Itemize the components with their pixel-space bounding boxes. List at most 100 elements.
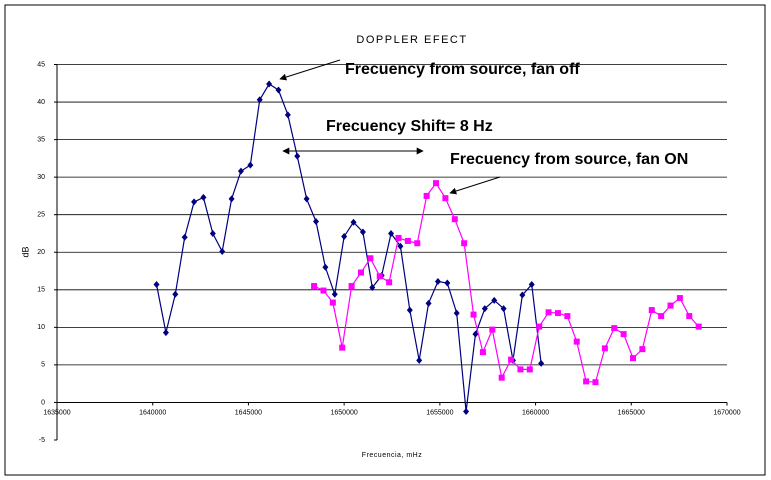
marker [350, 218, 357, 226]
marker [200, 193, 207, 201]
marker [433, 180, 440, 187]
marker [404, 237, 411, 244]
marker [303, 195, 310, 203]
x-tick-label: 1670000 [713, 409, 740, 416]
marker [313, 217, 320, 225]
marker [414, 240, 421, 247]
marker [564, 313, 571, 320]
marker [331, 290, 338, 298]
y-tick-label: -5 [39, 437, 45, 444]
x-tick-label: 1640000 [139, 409, 166, 416]
marker [341, 232, 348, 240]
marker [256, 96, 263, 104]
y-tick-label: 25 [37, 212, 45, 219]
marker [500, 305, 507, 313]
marker [620, 331, 627, 338]
marker [172, 290, 179, 298]
y-tick-label: 40 [37, 99, 45, 106]
marker [648, 307, 655, 314]
y-tick-label: 10 [37, 324, 45, 331]
marker [517, 366, 524, 373]
annotation: Frecuency Shift= 8 Hz [326, 118, 493, 135]
x-tick-label: 1645000 [235, 409, 262, 416]
marker [357, 269, 364, 276]
marker [322, 263, 329, 271]
annotation-arrow [279, 59, 341, 81]
x-tick-label: 1655000 [426, 409, 453, 416]
marker [329, 299, 336, 306]
marker [453, 309, 460, 317]
marker [284, 111, 291, 119]
marker [611, 325, 618, 332]
marker [481, 305, 488, 313]
marker [526, 366, 533, 373]
marker [320, 287, 327, 294]
marker [630, 355, 637, 362]
marker [528, 281, 535, 289]
annotation: Frecuency from source, fan off [345, 61, 580, 78]
y-axis-label: dB [20, 246, 30, 257]
marker [451, 216, 458, 223]
marker [536, 323, 543, 330]
marker [348, 283, 355, 290]
y-tick-label: 30 [37, 174, 45, 181]
marker [479, 349, 486, 356]
chart-frame [4, 4, 766, 476]
marker [339, 344, 346, 351]
x-axis-label: Frecuencia, mHz [362, 452, 422, 459]
marker [311, 283, 318, 290]
marker [153, 281, 160, 289]
marker [275, 86, 282, 94]
marker [463, 407, 470, 415]
x-tick-label: 1635000 [43, 409, 70, 416]
marker [395, 234, 402, 241]
marker [191, 198, 198, 206]
marker [519, 291, 526, 299]
marker [489, 326, 496, 333]
y-tick-label: 20 [37, 249, 45, 256]
marker [266, 80, 273, 88]
marker [219, 247, 226, 255]
marker [397, 242, 404, 250]
marker [423, 192, 430, 199]
marker [491, 296, 498, 304]
x-tick-label: 1650000 [331, 409, 358, 416]
marker [545, 309, 552, 316]
y-tick-label: 15 [37, 287, 45, 294]
y-tick-label: 35 [37, 136, 45, 143]
marker [583, 378, 590, 385]
marker [461, 240, 468, 247]
marker [592, 379, 599, 386]
marker [406, 306, 413, 314]
marker [162, 329, 169, 337]
y-tick-label: 0 [41, 399, 45, 406]
marker [639, 346, 646, 353]
marker [376, 273, 383, 280]
marker [388, 229, 395, 237]
marker [658, 313, 665, 320]
marker [667, 302, 674, 309]
y-tick-label: 45 [37, 61, 45, 68]
marker [359, 228, 366, 236]
y-tick-label: 5 [41, 362, 45, 369]
marker [247, 161, 254, 169]
annotation-arrow [449, 176, 501, 195]
marker [444, 279, 451, 287]
x-tick-label: 1665000 [618, 409, 645, 416]
marker [434, 278, 441, 286]
x-tick-label: 1660000 [522, 409, 549, 416]
marker [695, 323, 702, 330]
marker [228, 195, 235, 203]
marker [386, 279, 393, 286]
marker [416, 356, 423, 364]
marker [508, 356, 515, 363]
marker [573, 338, 580, 345]
marker [209, 229, 216, 237]
chart-title: DOPPLER EFECT [356, 34, 467, 46]
annotation: Frecuency from source, fan ON [450, 151, 688, 168]
marker [369, 284, 376, 292]
marker [237, 167, 244, 175]
marker [470, 311, 477, 318]
marker [472, 330, 479, 338]
